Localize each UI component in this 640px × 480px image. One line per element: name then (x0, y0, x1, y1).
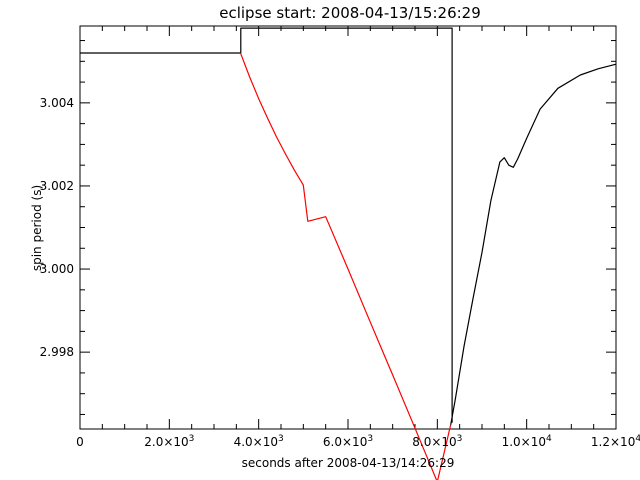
series-line-2 (240, 53, 452, 480)
y-axis-label: spin period (s) (30, 185, 44, 271)
series-line-3 (450, 63, 617, 425)
y-tick-label: 2.998 (40, 345, 74, 359)
x-tick-label: 4.0×103 (234, 434, 284, 449)
y-tick-label: 3.004 (40, 96, 74, 110)
x-tick-label: 8.0×103 (412, 434, 462, 449)
plot-frame (79, 25, 617, 430)
series-group (80, 27, 617, 480)
chart-title: eclipse start: 2008-04-13/15:26:29 (219, 4, 481, 22)
y-tick-label: 3.000 (40, 262, 74, 276)
x-tick-label: 0 (76, 435, 84, 449)
x-tick-label: 2.0×103 (144, 434, 194, 449)
axis-ticks (79, 26, 617, 429)
y-tick-label: 3.002 (40, 179, 74, 193)
x-tick-label: 6.0×103 (323, 434, 373, 449)
x-axis-label: seconds after 2008-04-13/14:26:29 (242, 456, 455, 470)
x-tick-label: 1.0×104 (502, 434, 552, 449)
x-tick-label: 1.2×104 (591, 434, 640, 449)
y-tick-labels: 2.998 3.000 3.002 3.004 (40, 96, 74, 359)
series-line-1 (80, 27, 453, 423)
x-tick-labels: 0 2.0×103 4.0×103 6.0×103 8.0×103 1.0×104 1.2×… (76, 434, 640, 449)
